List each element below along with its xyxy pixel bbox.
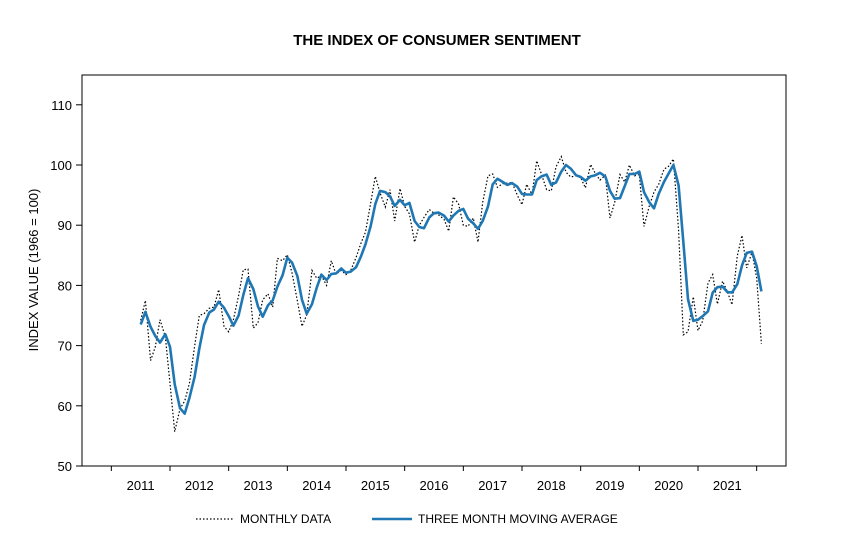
x-tick-label: 2013 (244, 478, 273, 493)
y-tick-label: 50 (58, 459, 72, 474)
y-tick-label: 80 (58, 278, 72, 293)
x-tick-label: 2018 (537, 478, 566, 493)
y-axis: 50 60 70 80 90 100 110 (50, 98, 82, 474)
y-tick-label: 60 (58, 399, 72, 414)
x-tick-label: 2014 (302, 478, 331, 493)
chart-title: THE INDEX OF CONSUMER SENTIMENT (293, 32, 581, 49)
series-layer (139, 155, 763, 432)
x-tick-label: 2016 (420, 478, 449, 493)
plot-frame (81, 74, 787, 467)
x-tick-label: 2015 (361, 478, 390, 493)
y-axis-label: INDEX VALUE (1966 = 100) (26, 189, 41, 352)
x-tick-label: 2011 (127, 478, 155, 493)
legend-label-moving-average: THREE MONTH MOVING AVERAGE (418, 512, 618, 526)
series-line-monthly-data (140, 155, 762, 432)
y-tick-label: 70 (58, 339, 72, 354)
legend-label-monthly-data: MONTHLY DATA (240, 512, 331, 526)
x-axis: 2011 2012 2013 2014 2015 2016 2017 2018 2019 2020… (110, 466, 758, 493)
x-tick-label: 2021 (713, 478, 742, 493)
x-tick-label: 2020 (654, 478, 683, 493)
legend: MONTHLY DATA THREE MONTH MOVING AVERAGE (196, 512, 618, 526)
x-tick-label: 2012 (185, 478, 214, 493)
y-tick-label: 110 (51, 98, 72, 113)
x-tick-label: 2017 (478, 478, 507, 493)
series-line-moving-average (139, 163, 763, 415)
x-tick-label: 2019 (596, 478, 625, 493)
y-tick-label: 100 (50, 158, 72, 173)
y-tick-label: 90 (58, 218, 72, 233)
